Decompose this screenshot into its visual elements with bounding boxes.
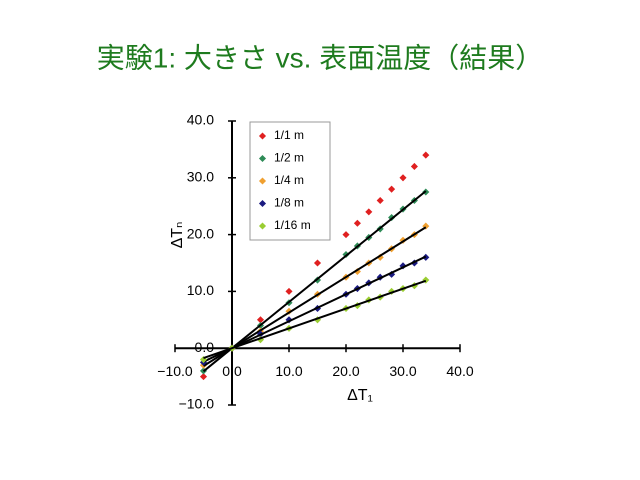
trendline [202, 190, 427, 373]
y-axis-label: ΔTₙ [169, 222, 186, 249]
legend-marker [258, 132, 267, 140]
x-tick-label: 40.0 [446, 363, 473, 379]
data-point [399, 174, 407, 182]
y-tick-label: 30.0 [187, 169, 214, 185]
data-point [199, 373, 208, 381]
y-tick-label: 20.0 [187, 225, 214, 241]
legend-marker [258, 177, 267, 185]
data-point [365, 208, 373, 216]
legend-label: 1/8 m [274, 196, 304, 210]
data-point [376, 196, 384, 205]
data-point [285, 287, 293, 295]
legend-marker [258, 199, 267, 208]
data-point [410, 162, 418, 170]
data-point [342, 231, 350, 239]
legend-label: 1/4 m [274, 173, 304, 187]
y-tick-label: 0.0 [195, 339, 215, 355]
data-point [256, 316, 265, 324]
y-tick-label: 40.0 [187, 112, 214, 128]
trendline [203, 279, 427, 360]
legend-marker [258, 222, 267, 230]
legend-marker [258, 154, 267, 163]
x-axis-label: ΔT₁ [347, 387, 373, 404]
slide-title: 実験1: 大きさ vs. 表面温度（結果） [97, 42, 543, 73]
trendline [202, 226, 427, 367]
x-tick-label: 10.0 [275, 363, 302, 379]
data-point [353, 219, 361, 227]
data-point [342, 250, 350, 259]
data-point [388, 185, 396, 193]
x-tick-label: 30.0 [389, 363, 416, 379]
data-point [422, 151, 430, 159]
y-tick-label: 10.0 [187, 282, 214, 298]
trendline [203, 255, 427, 363]
x-tick-label: 0.0 [222, 363, 242, 379]
legend-label: 1/16 m [274, 218, 311, 232]
x-tick-label: 20.0 [332, 363, 359, 379]
data-point [313, 259, 322, 267]
y-tick-label: −10.0 [179, 396, 215, 412]
x-tick-label: −10.0 [157, 363, 193, 379]
legend-label: 1/1 m [274, 128, 304, 142]
legend-label: 1/2 m [274, 151, 304, 165]
